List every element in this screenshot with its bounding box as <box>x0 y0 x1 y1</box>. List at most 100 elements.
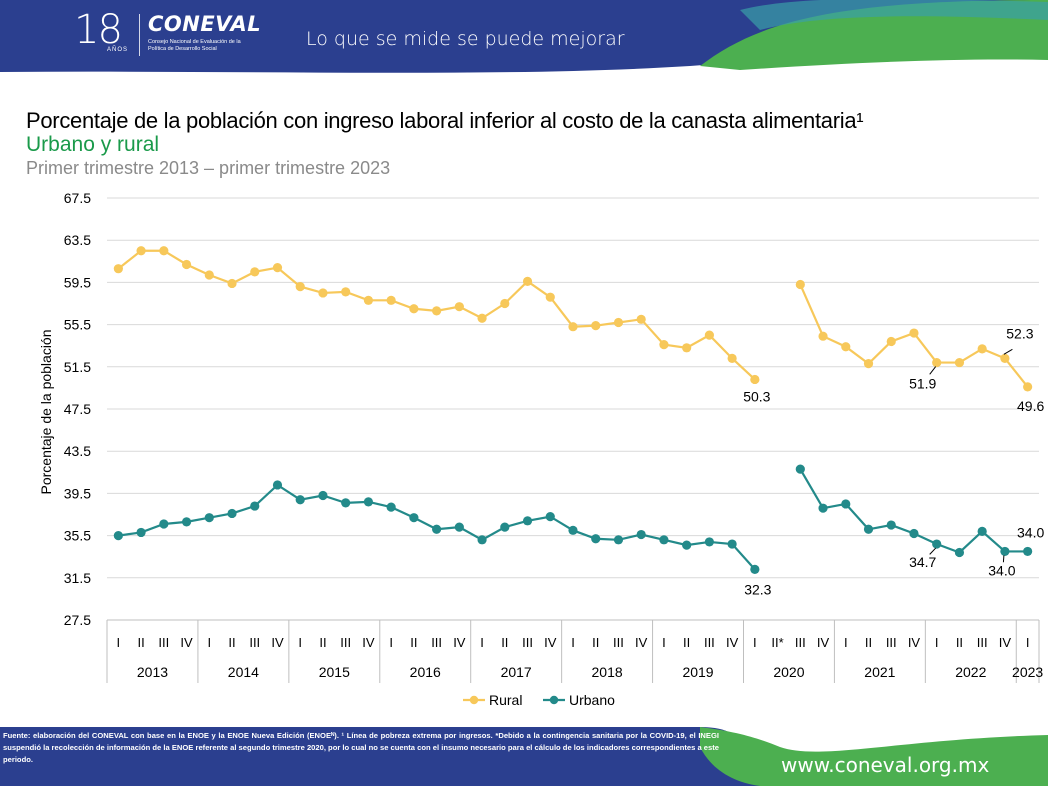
footer-green-band <box>700 727 1048 786</box>
x-tick-label: II <box>137 635 144 650</box>
data-point-urbano <box>522 516 533 526</box>
year-label: 2018 <box>592 664 623 680</box>
x-tick-label: I <box>571 635 575 650</box>
data-point-rural <box>159 246 169 256</box>
legend-marker-urbano <box>549 695 559 705</box>
data-point-urbano <box>386 502 396 512</box>
year-label: 2016 <box>410 664 441 680</box>
x-tick-label: III <box>249 635 260 650</box>
data-label: 32.3 <box>744 581 771 597</box>
data-point-urbano <box>863 524 874 534</box>
x-tick-label: I <box>1026 635 1030 650</box>
data-point-urbano <box>204 513 214 523</box>
data-point-rural <box>636 314 646 324</box>
x-tick-label: IV <box>817 635 830 650</box>
gridlines <box>107 197 1039 621</box>
logo-divider <box>139 14 140 56</box>
anniversary-logo-word: AÑOS <box>107 47 129 53</box>
data-point-urbano <box>954 547 965 558</box>
anniversary-logo-number: 18 <box>74 7 123 53</box>
x-tick-label: IV <box>362 635 375 650</box>
data-label: 51.9 <box>909 376 936 392</box>
data-point-rural <box>386 295 396 305</box>
x-tick-label: III <box>795 635 806 650</box>
data-point-rural <box>591 321 601 331</box>
x-tick-label: I <box>662 635 666 650</box>
legend-label: Rural <box>489 692 522 708</box>
data-point-rural <box>295 282 305 292</box>
data-label: 52.3 <box>1006 325 1033 341</box>
x-tick-label: II* <box>771 635 783 650</box>
data-point-urbano <box>250 501 260 511</box>
y-tick-label: 59.5 <box>64 274 91 290</box>
data-labels: 50.3 51.9 52.3 49.6 32.3 34.7 34.0 34.0 <box>743 325 1044 597</box>
label-leader-line <box>1002 555 1005 563</box>
series-line-urbano <box>799 468 1028 554</box>
y-tick-label: 43.5 <box>64 443 91 459</box>
data-point-rural <box>341 287 351 297</box>
series-points <box>113 246 1033 574</box>
data-point-urbano <box>727 539 737 549</box>
data-point-urbano <box>1000 546 1010 557</box>
data-point-urbano <box>272 480 283 490</box>
data-point-urbano <box>568 525 578 535</box>
data-point-urbano <box>886 520 896 530</box>
data-point-rural <box>454 302 464 312</box>
data-point-urbano <box>295 495 305 505</box>
coneval-logo: CONEVAL <box>148 12 262 36</box>
x-tick-label: III <box>431 635 442 650</box>
data-point-rural <box>250 267 260 277</box>
x-axis: I II III IV I II III IV I II III IV I II III IV I II III IV… <box>106 619 1043 683</box>
coneval-description: Consejo Nacional de Evaluación de la Pol… <box>148 39 241 52</box>
data-point-urbano <box>363 497 374 507</box>
data-point-rural <box>363 295 374 305</box>
data-point-rural <box>181 259 192 270</box>
legend-marker-rural <box>469 695 479 705</box>
data-point-urbano <box>977 526 987 536</box>
x-tick-label: III <box>977 635 988 650</box>
data-point-rural <box>568 322 578 332</box>
legend-label: Urbano <box>569 692 615 708</box>
year-label: 2014 <box>228 664 259 680</box>
data-point-rural <box>977 344 987 354</box>
data-point-urbano <box>545 512 555 522</box>
data-point-urbano <box>477 535 487 545</box>
year-label: 2015 <box>319 664 350 680</box>
data-point-rural <box>704 330 714 340</box>
data-point-rural <box>886 336 896 347</box>
x-tick-label: III <box>340 635 351 650</box>
year-label: 2020 <box>773 664 804 680</box>
data-point-urbano <box>113 531 123 541</box>
data-point-urbano <box>227 508 237 519</box>
chart-subtitle: Urbano y rural <box>26 133 160 156</box>
data-point-rural <box>432 306 442 316</box>
data-point-rural <box>613 317 624 328</box>
data-point-urbano <box>659 535 669 545</box>
legend: Rural Urbano <box>463 692 615 708</box>
x-tick-label: II <box>592 635 599 650</box>
data-point-rural <box>795 279 805 290</box>
data-point-rural <box>522 276 533 286</box>
label-leader-line <box>929 366 937 375</box>
x-tick-label: IV <box>908 635 921 650</box>
x-tick-label: I <box>935 635 939 650</box>
x-tick-label: III <box>704 635 715 650</box>
data-point-rural <box>1023 382 1033 392</box>
x-tick-label: II <box>319 635 326 650</box>
website-link[interactable]: www.coneval.org.mx <box>781 753 990 777</box>
data-point-rural <box>659 340 669 350</box>
data-point-rural <box>272 263 283 273</box>
data-point-urbano <box>932 539 942 549</box>
data-point-rural <box>954 357 965 368</box>
data-label: 49.6 <box>1017 398 1044 414</box>
year-label: 2021 <box>864 664 895 680</box>
data-point-urbano <box>591 534 601 544</box>
data-point-urbano <box>159 519 169 529</box>
data-point-urbano <box>1023 546 1033 557</box>
label-leader-line <box>1003 348 1013 355</box>
x-tick-label: I <box>753 635 757 650</box>
x-tick-label: I <box>480 635 484 650</box>
data-point-rural <box>227 278 237 289</box>
data-point-rural <box>113 264 123 274</box>
